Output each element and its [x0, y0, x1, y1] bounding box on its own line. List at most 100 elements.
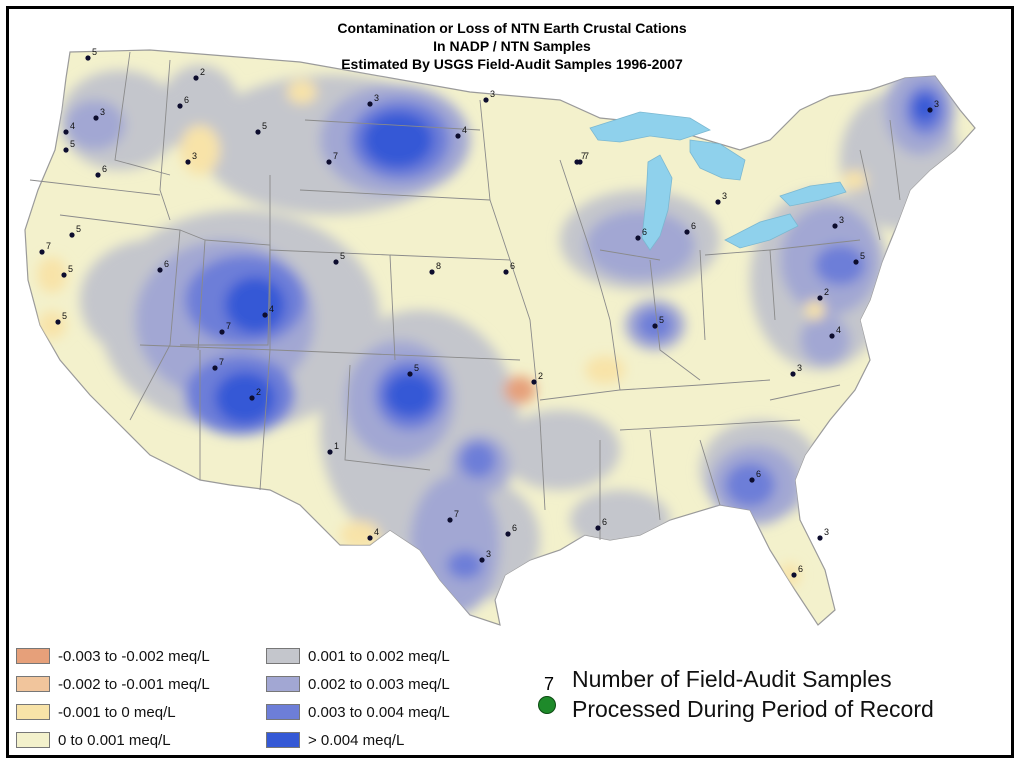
site-marker	[93, 115, 99, 121]
site-sample-count: 3	[824, 527, 829, 537]
site-sample-count: 6	[691, 221, 696, 231]
legend-label-6: 0.002 to 0.003 meq/L	[308, 675, 450, 693]
site-marker	[574, 159, 580, 165]
site-sample-count: 8	[436, 261, 441, 271]
site-marker	[715, 199, 721, 205]
legend-swatch-6	[266, 676, 300, 692]
site-sample-count: 6	[798, 564, 803, 574]
site-marker	[817, 535, 823, 541]
legend-item-2: -0.002 to -0.001 meq/L	[16, 673, 210, 695]
site-marker	[249, 395, 255, 401]
site-marker	[212, 365, 218, 371]
site-marker	[157, 267, 163, 273]
site-sample-count: 5	[414, 363, 419, 373]
title-line-3: Estimated By USGS Field-Audit Samples 19…	[341, 56, 683, 72]
legend-label-4: 0 to 0.001 meq/L	[58, 731, 171, 749]
site-sample-count: 6	[510, 261, 515, 271]
site-sample-count: 5	[62, 311, 67, 321]
legend-swatch-4	[16, 732, 50, 748]
site-marker	[193, 75, 199, 81]
great-lakes	[589, 111, 847, 251]
site-sample-count: 7	[581, 151, 586, 161]
sample-key-number: 7	[544, 674, 555, 694]
legend-item-5: 0.001 to 0.002 meq/L	[266, 645, 450, 667]
legend-item-4: 0 to 0.001 meq/L	[16, 729, 171, 751]
legend-label-1: -0.003 to -0.002 meq/L	[58, 647, 210, 665]
site-sample-count: 4	[269, 304, 274, 314]
site-sample-count: 3	[100, 107, 105, 117]
site-sample-count: 2	[538, 371, 543, 381]
site-sample-count: 4	[836, 325, 841, 335]
site-sample-count: 5	[340, 251, 345, 261]
legend-label-5: 0.001 to 0.002 meq/L	[308, 647, 450, 665]
site-sample-count: 7	[226, 321, 231, 331]
site-sample-count: 5	[68, 264, 73, 274]
site-marker	[479, 557, 485, 563]
site-sample-count: 2	[824, 287, 829, 297]
site-sample-count: 5	[262, 121, 267, 131]
site-marker	[791, 572, 797, 578]
site-sample-count: 6	[164, 259, 169, 269]
site-sample-count: 2	[256, 387, 261, 397]
site-marker	[595, 525, 601, 531]
site-sample-count: 5	[76, 224, 81, 234]
site-sample-count: 6	[184, 95, 189, 105]
site-marker	[407, 371, 413, 377]
site-sample-count: 7	[584, 151, 589, 161]
legend-swatch-2	[16, 676, 50, 692]
legend-item-8: > 0.004 meq/L	[266, 729, 404, 751]
site-sample-count: 6	[756, 469, 761, 479]
legend-label-7: 0.003 to 0.004 meq/L	[308, 703, 450, 721]
site-marker	[367, 535, 373, 541]
site-sample-count: 5	[659, 315, 664, 325]
site-sample-count: 3	[839, 215, 844, 225]
legend-label-8: > 0.004 meq/L	[308, 731, 405, 749]
site-sample-count: 3	[192, 151, 197, 161]
site-marker	[61, 272, 67, 278]
site-sample-count: 3	[934, 99, 939, 109]
site-sample-count: 3	[797, 363, 802, 373]
site-marker	[817, 295, 823, 301]
legend-swatch-1	[16, 648, 50, 664]
legend-item-7: 0.003 to 0.004 meq/L	[266, 701, 450, 723]
legend-swatch-8	[266, 732, 300, 748]
site-sample-count: 7	[454, 509, 459, 519]
site-marker	[69, 232, 75, 238]
legend: -0.003 to -0.002 meq/L -0.002 to -0.001 …	[16, 645, 516, 755]
legend-label-2: -0.002 to -0.001 meq/L	[58, 675, 210, 693]
legend-item-1: -0.003 to -0.002 meq/L	[16, 645, 210, 667]
site-marker	[503, 269, 509, 275]
site-marker	[505, 531, 511, 537]
site-marker	[447, 517, 453, 523]
site-sample-count: 6	[512, 523, 517, 533]
sample-key-line-2: Processed During Period of Record	[572, 696, 934, 722]
field-audit-sites: 5 4 3 5 5 6 3 2 6 5 3 3 4 7 7 5 5 6 7 4 7 2 5 1 5 8 2 7 3 6 4 6 6 5 3 7 6 5 3 4…	[39, 47, 939, 578]
sample-key-dot-icon	[538, 696, 556, 714]
site-sample-count: 4	[374, 527, 379, 537]
state-borders	[29, 51, 901, 540]
site-sample-count: 7	[46, 241, 51, 251]
site-marker	[333, 259, 339, 265]
legend-swatch-7	[266, 704, 300, 720]
site-marker	[262, 312, 268, 318]
site-sample-count: 1	[334, 441, 339, 451]
site-sample-count: 7	[333, 151, 338, 161]
site-marker	[531, 379, 537, 385]
site-marker	[327, 449, 333, 455]
site-marker	[55, 319, 61, 325]
site-sample-count: 4	[462, 125, 467, 135]
site-marker	[326, 159, 332, 165]
site-marker	[429, 269, 435, 275]
site-marker	[63, 129, 69, 135]
site-sample-count: 3	[486, 549, 491, 559]
site-marker	[652, 323, 658, 329]
sample-key-line-1: Number of Field-Audit Samples	[572, 666, 892, 692]
site-marker	[85, 55, 91, 61]
site-sample-count: 3	[490, 89, 495, 99]
site-marker	[455, 133, 461, 139]
site-marker	[483, 97, 489, 103]
site-marker	[63, 147, 69, 153]
site-sample-count: 6	[642, 227, 647, 237]
site-sample-count: 6	[102, 164, 107, 174]
site-sample-count: 3	[374, 93, 379, 103]
